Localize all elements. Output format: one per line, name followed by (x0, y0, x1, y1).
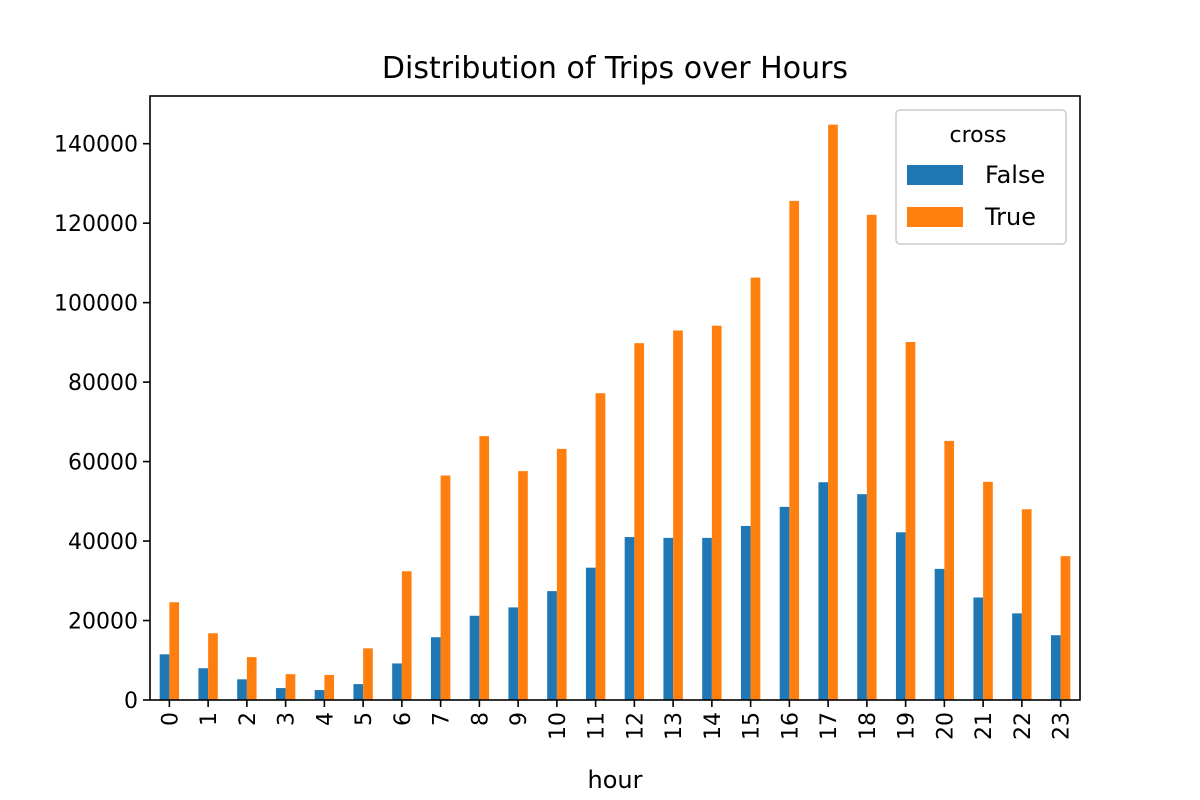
x-tick-label: 1 (197, 712, 222, 726)
x-tick-label: 23 (1050, 712, 1075, 740)
plot-area: 0 20000 40000 60000 80000 100000 120000 140000 0… (54, 95, 1081, 740)
bar-false-hour-23 (1050, 635, 1061, 700)
bar-false-hour-9 (508, 607, 519, 700)
x-tick-label: 10 (546, 712, 571, 740)
legend-label-false: False (985, 161, 1045, 189)
bar-false-hour-3 (275, 688, 286, 700)
bar-true-hour-4 (324, 674, 335, 700)
bar-false-hour-12 (624, 537, 635, 700)
x-tick-label: 13 (662, 712, 687, 740)
bar-false-hour-0 (159, 654, 170, 700)
x-tick-label: 4 (313, 712, 338, 726)
bar-true-hour-11 (595, 393, 606, 700)
bar-false-hour-4 (314, 690, 325, 700)
bar-true-hour-21 (983, 481, 993, 700)
legend: cross False True (895, 109, 1067, 245)
bar-true-hour-22 (1021, 509, 1032, 700)
x-tick-label: 16 (778, 712, 803, 740)
bar-true-hour-19 (905, 341, 916, 700)
x-tick-label: 12 (623, 712, 648, 740)
y-tick-label: 0 (124, 689, 138, 714)
bar-true-hour-9 (518, 471, 528, 700)
bar-true-hour-17 (828, 124, 838, 700)
bar-true-hour-1 (208, 633, 218, 700)
bar-false-hour-16 (779, 506, 790, 700)
axes-frame (149, 95, 1081, 701)
y-tick-label: 60000 (68, 451, 138, 476)
bar-true-hour-16 (789, 200, 800, 700)
x-tick-label: 0 (158, 712, 183, 726)
x-tick-label: 7 (430, 712, 455, 726)
bar-false-hour-13 (663, 537, 674, 700)
x-tick-label: 3 (275, 712, 300, 726)
x-tick-label: 21 (972, 712, 997, 740)
bar-false-hour-22 (1012, 613, 1022, 700)
bar-false-hour-21 (973, 597, 984, 700)
bar-false-hour-6 (392, 663, 402, 700)
bar-false-hour-2 (237, 679, 247, 700)
bar-true-hour-5 (363, 648, 373, 700)
bar-true-hour-12 (634, 343, 645, 700)
bar-true-hour-15 (750, 277, 761, 700)
bar-true-hour-7 (440, 475, 451, 700)
bar-true-hour-10 (556, 448, 567, 700)
x-tick-label: 11 (585, 712, 610, 740)
bar-true-hour-0 (169, 602, 180, 700)
y-tick-label: 20000 (68, 610, 138, 635)
bar-false-hour-20 (934, 568, 945, 700)
bar-true-hour-13 (673, 330, 683, 700)
x-tick-label: 20 (933, 712, 958, 740)
legend-swatch-true (907, 207, 963, 227)
y-tick-label: 120000 (54, 212, 138, 237)
bar-true-hour-20 (944, 440, 955, 700)
x-tick-label: 15 (740, 712, 765, 740)
bar-false-hour-8 (469, 615, 480, 700)
chart-title: Distribution of Trips over Hours (382, 51, 848, 86)
bar-false-hour-1 (198, 668, 209, 700)
y-tick-label: 80000 (68, 371, 138, 396)
x-tick-label: 6 (391, 712, 416, 726)
bar-false-hour-18 (857, 494, 867, 700)
x-tick-label: 5 (352, 712, 377, 726)
x-tick-label: 9 (507, 712, 532, 726)
bar-true-hour-23 (1060, 556, 1071, 700)
bar-false-hour-17 (818, 482, 829, 700)
x-tick-label: 8 (468, 712, 493, 726)
x-tick-label: 19 (895, 712, 920, 740)
y-tick-label: 40000 (68, 530, 138, 555)
bar-false-hour-11 (585, 567, 596, 700)
y-tick-label: 140000 (54, 133, 138, 158)
bar-true-hour-3 (285, 674, 296, 700)
bar-false-hour-10 (547, 591, 557, 700)
x-tick-label: 18 (856, 712, 881, 740)
bar-false-hour-5 (353, 684, 364, 700)
x-tick-label: 17 (817, 712, 842, 740)
bar-true-hour-8 (479, 436, 490, 700)
legend-title: cross (949, 123, 1006, 148)
bar-false-hour-19 (895, 532, 906, 700)
x-tick-label: 2 (236, 712, 261, 726)
bar-true-hour-18 (866, 214, 877, 700)
bar-false-hour-7 (430, 637, 441, 700)
legend-swatch-false (907, 165, 963, 185)
bar-true-hour-6 (401, 571, 412, 700)
legend-label-true: True (984, 203, 1036, 231)
bar-false-hour-14 (702, 537, 712, 700)
x-tick-label: 22 (1011, 712, 1036, 740)
x-axis-label: hour (588, 766, 643, 794)
bar-false-hour-15 (740, 525, 751, 700)
bar-true-hour-2 (246, 657, 257, 700)
y-tick-label: 100000 (54, 292, 138, 317)
bar-true-hour-14 (711, 325, 722, 700)
x-tick-label: 14 (701, 712, 726, 740)
